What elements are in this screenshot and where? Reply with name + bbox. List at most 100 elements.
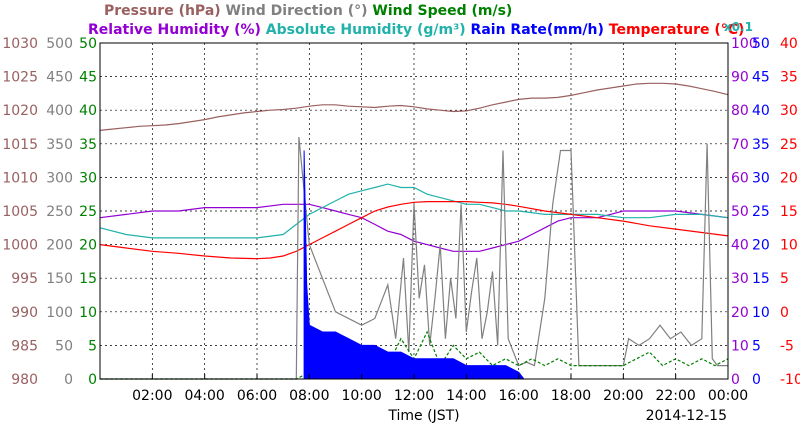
y-tick-label-wind-direction: 250 bbox=[46, 204, 73, 220]
y-tick-label-wind-speed: 30 bbox=[79, 170, 97, 186]
y-tick-label-temperature: 25 bbox=[780, 137, 798, 153]
x-tick-label: 16:00 bbox=[498, 388, 538, 404]
y-tick-label-pressure: 1015 bbox=[2, 137, 38, 153]
x-tick-label: 06:00 bbox=[237, 388, 277, 404]
header-label: Relative Humidity (%) bbox=[88, 22, 266, 38]
y-tick-label-temperature: 0 bbox=[780, 305, 789, 321]
y-tick-label-rain-rate: 15 bbox=[752, 271, 770, 287]
y-tick-label-wind-speed: 10 bbox=[79, 305, 97, 321]
y-tick-label-wind-speed: 45 bbox=[79, 70, 97, 86]
y-tick-label-relative-humidity: 0 bbox=[731, 372, 740, 388]
y-tick-label-relative-humidity: 90 bbox=[731, 70, 749, 86]
series-layer bbox=[99, 82, 729, 380]
y-tick-label-wind-speed: 5 bbox=[88, 338, 97, 354]
y-tick-label-pressure: 1010 bbox=[2, 170, 38, 186]
y-tick-label-pressure: 980 bbox=[11, 372, 38, 388]
y-tick-label-pressure: 1020 bbox=[2, 103, 38, 119]
y-tick-label-pressure: 1000 bbox=[2, 238, 38, 254]
y-tick-label-wind-speed: 50 bbox=[79, 36, 97, 52]
y-tick-label-relative-humidity: 60 bbox=[731, 170, 749, 186]
y-tick-label-relative-humidity: 80 bbox=[731, 103, 749, 119]
series-wind-direction bbox=[100, 137, 728, 380]
y-tick-label-rain-rate: 25 bbox=[752, 204, 770, 220]
y-tick-label-wind-speed: 20 bbox=[79, 238, 97, 254]
header-label: Wind Direction (°) bbox=[226, 3, 373, 19]
y-tick-label-wind-direction: 100 bbox=[46, 305, 73, 321]
chart-header: Pressure (hPa) Wind Direction (°) Wind S… bbox=[88, 3, 753, 38]
x-tick-label: 14:00 bbox=[446, 388, 486, 404]
x-tick-label: 20:00 bbox=[603, 388, 643, 404]
x-tick-label: 22:00 bbox=[655, 388, 695, 404]
date-label: 2014-12-15 bbox=[646, 408, 727, 424]
header-row-1: Pressure (hPa) Wind Direction (°) Wind S… bbox=[104, 3, 512, 19]
x-tick-label: 10:00 bbox=[341, 388, 381, 404]
y-tick-label-relative-humidity: 70 bbox=[731, 137, 749, 153]
y-tick-label-wind-speed: 35 bbox=[79, 137, 97, 153]
y-tick-label-wind-direction: 400 bbox=[46, 103, 73, 119]
y-tick-label-rain-rate: 45 bbox=[752, 70, 770, 86]
y-tick-label-rain-rate: 40 bbox=[752, 103, 770, 119]
y-tick-label-pressure: 985 bbox=[11, 338, 38, 354]
y-tick-label-pressure: 1030 bbox=[2, 36, 38, 52]
y-tick-label-wind-direction: 350 bbox=[46, 137, 73, 153]
header-label: Wind Speed (m/s) bbox=[372, 3, 512, 19]
x-tick-label: 00:00 bbox=[708, 388, 748, 404]
y-tick-label-temperature: -5 bbox=[780, 338, 794, 354]
header-label: Absolute Humidity (g/m³) bbox=[266, 22, 471, 38]
series-rain-rate-mm-h bbox=[303, 150, 525, 380]
x-tick-label: 04:00 bbox=[184, 388, 224, 404]
header-row-2: Relative Humidity (%) Absolute Humidity … bbox=[88, 22, 744, 38]
y-tick-label-rain-rate: 5 bbox=[752, 338, 761, 354]
series-absolute-humidity-g-m bbox=[99, 183, 729, 239]
x-tick-label: 12:00 bbox=[394, 388, 434, 404]
y-tick-label-temperature: 40 bbox=[780, 36, 798, 52]
header-label: Temperature (°C) bbox=[609, 22, 745, 38]
y-tick-label-wind-direction: 200 bbox=[46, 238, 73, 254]
y-tick-label-relative-humidity: 30 bbox=[731, 271, 749, 287]
y-tick-label-pressure: 1005 bbox=[2, 204, 38, 220]
y-tick-label-rain-rate: 35 bbox=[752, 137, 770, 153]
y-tick-label-relative-humidity: 50 bbox=[731, 204, 749, 220]
y-tick-label-wind-speed: 25 bbox=[79, 204, 97, 220]
y-tick-label-wind-direction: 50 bbox=[55, 338, 73, 354]
y-tick-label-wind-direction: 150 bbox=[46, 271, 73, 287]
y-tick-label-temperature: 5 bbox=[780, 271, 789, 287]
y-tick-label-temperature: -10 bbox=[780, 372, 800, 388]
y-tick-label-temperature: 35 bbox=[780, 70, 798, 86]
y-tick-label-pressure: 1025 bbox=[2, 70, 38, 86]
y-tick-label-rain-rate: 20 bbox=[752, 238, 770, 254]
y-tick-label-temperature: 15 bbox=[780, 204, 798, 220]
y-tick-label-wind-direction: 0 bbox=[64, 372, 73, 388]
y-tick-label-temperature: 20 bbox=[780, 170, 798, 186]
y-tick-label-wind-speed: 40 bbox=[79, 103, 97, 119]
header-label: Rain Rate(mm/h) bbox=[471, 22, 609, 38]
chart-footer: Time (JST) 2014-12-15 bbox=[387, 408, 727, 424]
x-axis-label: Time (JST) bbox=[387, 408, 459, 424]
axes: 9809859909951000100510101015102010251030… bbox=[2, 36, 800, 404]
x-tick-label: 02:00 bbox=[132, 388, 172, 404]
series-temperature-c bbox=[99, 201, 729, 260]
x-tick-label: 08:00 bbox=[289, 388, 329, 404]
y-tick-label-temperature: 10 bbox=[780, 238, 798, 254]
header-label: Pressure (hPa) bbox=[104, 3, 226, 19]
y-tick-label-pressure: 990 bbox=[11, 305, 38, 321]
y-tick-label-relative-humidity: 40 bbox=[731, 238, 749, 254]
y-tick-label-relative-humidity: 10 bbox=[731, 338, 749, 354]
y-tick-label-wind-speed: 0 bbox=[88, 372, 97, 388]
y-tick-label-rain-rate: 30 bbox=[752, 170, 770, 186]
y-tick-label-temperature: 30 bbox=[780, 103, 798, 119]
y-tick-label-wind-direction: 500 bbox=[46, 36, 73, 52]
y-tick-label-rain-rate: 50 bbox=[752, 36, 770, 52]
y-tick-label-relative-humidity: 20 bbox=[731, 305, 749, 321]
series-pressure-hpa bbox=[99, 82, 729, 131]
y-tick-label-wind-speed: 15 bbox=[79, 271, 97, 287]
y-tick-label-rain-rate: 10 bbox=[752, 305, 770, 321]
abs-humidity-scale-note: x0.1 bbox=[724, 20, 753, 34]
y-tick-label-relative-humidity: 100 bbox=[731, 36, 758, 52]
y-tick-label-pressure: 995 bbox=[11, 271, 38, 287]
y-tick-label-rain-rate: 0 bbox=[752, 372, 761, 388]
y-tick-label-wind-direction: 300 bbox=[46, 170, 73, 186]
y-tick-label-wind-direction: 450 bbox=[46, 70, 73, 86]
x-tick-label: 18:00 bbox=[551, 388, 591, 404]
